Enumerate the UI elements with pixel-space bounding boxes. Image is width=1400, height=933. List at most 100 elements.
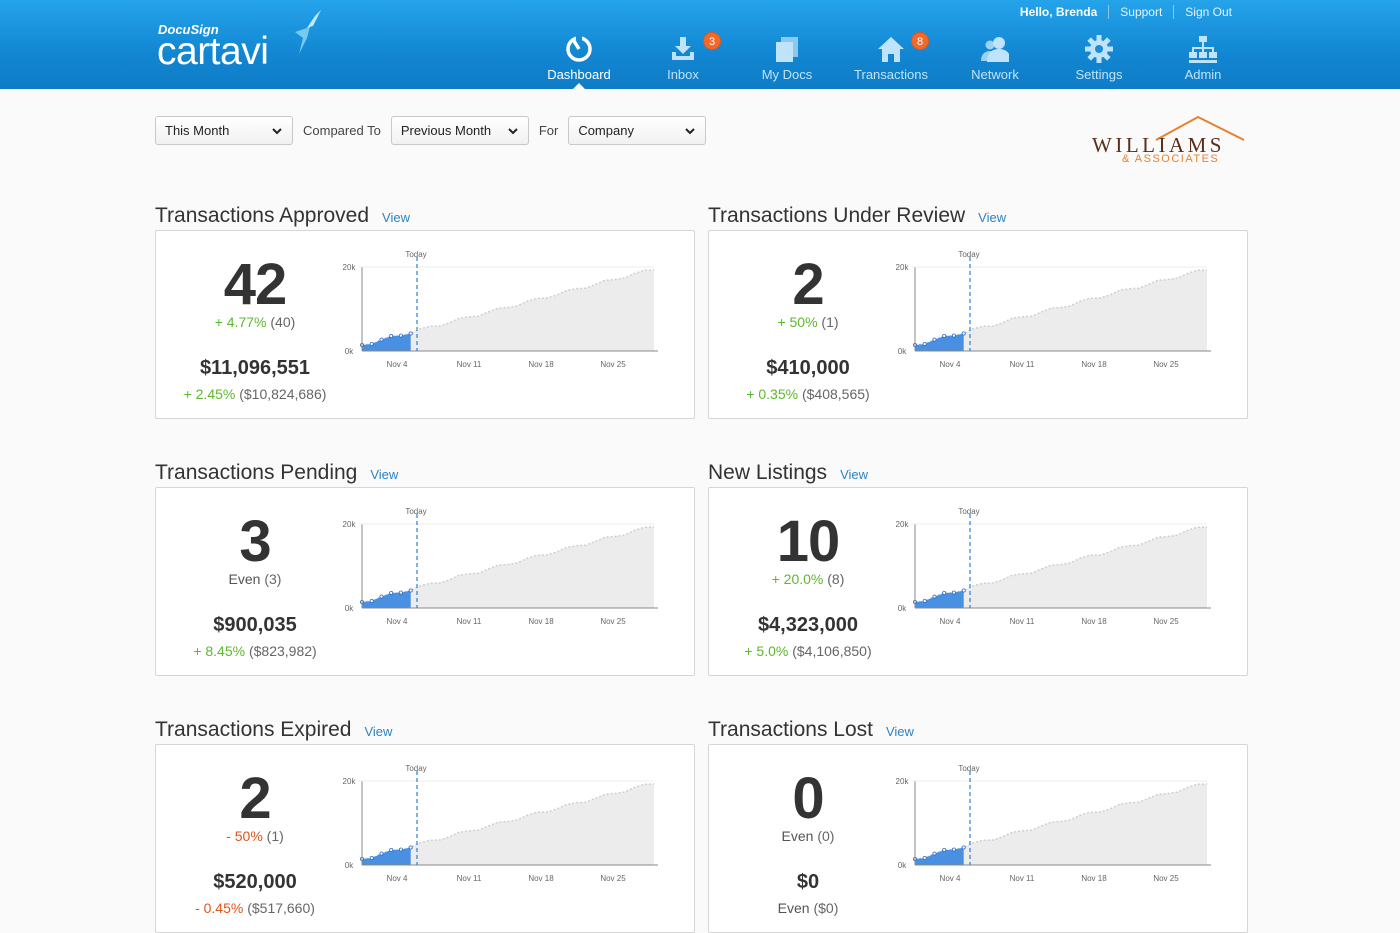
count-change: + 50% (1) <box>709 314 907 330</box>
metric-panel: Transactions Approved View 42 + 4.77% (40) $… <box>155 204 695 419</box>
today-label: Today <box>958 507 979 516</box>
view-link[interactable]: View <box>885 724 914 739</box>
actual-point <box>379 337 384 342</box>
x-tick-label: Nov 18 <box>1081 874 1107 883</box>
nav-item-label: Dashboard <box>547 67 611 82</box>
actual-point <box>389 334 394 339</box>
period-select[interactable]: This Month <box>155 116 293 145</box>
x-tick-label: Nov 11 <box>457 874 482 883</box>
amount-change-percent: Even <box>777 900 810 916</box>
actual-point <box>951 590 956 595</box>
x-tick-label: Nov 11 <box>1010 360 1035 369</box>
view-link[interactable]: View <box>364 724 393 739</box>
sign-out-link[interactable]: Sign Out <box>1185 5 1232 19</box>
count-previous: (3) <box>264 571 282 587</box>
company-logo-subtitle: & ASSOCIATES <box>1122 153 1220 165</box>
metric-amount: $520,000 <box>213 871 297 893</box>
nav-item-settings[interactable]: Settings <box>1047 28 1151 89</box>
x-tick-label: Nov 4 <box>387 874 408 883</box>
projected-area <box>915 270 1207 351</box>
actual-area <box>362 847 411 865</box>
nav-item-label: Inbox <box>667 67 699 82</box>
trend-chart: Today 20k 0k Nov 4 Nov 11 Nov 18 Nov 25 <box>343 250 658 369</box>
actual-point <box>408 331 413 336</box>
actual-point <box>389 591 394 596</box>
actual-point <box>961 845 966 850</box>
panel-title: Transactions Pending View <box>155 461 695 485</box>
filter-bar: This Month Compared To Previous Month Fo… <box>155 116 707 145</box>
metric-amount: $4,323,000 <box>757 614 859 636</box>
amount-previous: ($408,565) <box>801 386 870 402</box>
x-tick-label: Nov 25 <box>1153 360 1179 369</box>
nav-item-label: Network <box>971 67 1019 82</box>
support-link[interactable]: Support <box>1120 5 1163 19</box>
nav-item-inbox[interactable]: Inbox 3 <box>631 28 735 89</box>
chevron-down-icon <box>508 128 518 135</box>
actual-area <box>362 590 411 608</box>
trend-chart: Today 20k 0k Nov 4 Nov 11 Nov 18 Nov 25 <box>343 764 658 883</box>
actual-area <box>362 333 411 351</box>
metric-card: 2 + 50% (1) $410,000 + 0.35% ($408,565) Toda… <box>708 230 1248 419</box>
x-tick-label: Nov 18 <box>528 360 554 369</box>
amount-change: - 0.45% ($517,660) <box>156 900 354 916</box>
projected-line <box>914 783 1208 860</box>
amount-change: + 0.35% ($408,565) <box>709 386 907 402</box>
actual-point <box>951 847 956 852</box>
metric-amount: $410,000 <box>766 357 850 379</box>
cartavi-logo[interactable]: DocuSign cartavi <box>157 10 337 74</box>
count-change: Even (0) <box>709 828 907 844</box>
nav-item-dashboard[interactable]: Dashboard <box>527 28 631 89</box>
metric-count: 2 <box>792 252 824 317</box>
org-chart-icon <box>1189 36 1217 63</box>
x-tick-label: Nov 25 <box>1153 617 1179 626</box>
comparison-select[interactable]: Previous Month <box>390 116 529 145</box>
x-tick-label: Nov 11 <box>1010 617 1035 626</box>
actual-point <box>932 337 937 342</box>
actual-point <box>951 333 956 338</box>
count-change: - 50% (1) <box>156 828 354 844</box>
metric-card: 10 + 20.0% (8) $4,323,000 + 5.0% ($4,106,85… <box>708 487 1248 676</box>
metric-card: 2- 50% (1) $520,000 - 0.45% ($517,660) Toda… <box>155 744 695 933</box>
compared-to-label: Compared To <box>303 123 381 138</box>
today-label: Today <box>405 764 426 773</box>
nav-item-my-docs[interactable]: My Docs <box>735 28 839 89</box>
nav-item-label: Settings <box>1075 67 1123 82</box>
view-link[interactable]: View <box>370 467 399 482</box>
view-link[interactable]: View <box>840 467 869 482</box>
nav-item-admin[interactable]: Admin <box>1151 28 1255 89</box>
view-link[interactable]: View <box>978 210 1007 225</box>
y-tick-label: 0k <box>345 347 354 356</box>
actual-area <box>915 333 964 351</box>
top-header: DocuSign cartavi Hello, Brenda Support S… <box>0 0 1400 89</box>
nav-item-network[interactable]: Network <box>943 28 1047 89</box>
count-previous: (8) <box>827 571 845 587</box>
amount-change-percent: + 2.45% <box>183 386 236 402</box>
dashboard-icon <box>566 35 592 62</box>
panel-title: Transactions Approved View <box>155 204 695 228</box>
metric-count: 10 <box>776 509 841 574</box>
actual-point <box>942 591 947 596</box>
company-logo-name: WILLIAMS <box>1092 133 1225 157</box>
projected-line <box>914 269 1208 346</box>
x-tick-label: Nov 11 <box>457 617 482 626</box>
panel-title-text: Transactions Lost <box>708 718 873 741</box>
panel-title: New Listings View <box>708 461 1248 485</box>
y-tick-label: 0k <box>345 861 354 870</box>
actual-point <box>369 599 374 604</box>
metric-panel: Transactions Expired View 2- 50% (1) $520,0… <box>155 718 695 933</box>
scope-select-value: Company <box>578 123 634 138</box>
notification-badge: 3 <box>703 32 721 50</box>
documents-icon <box>776 37 798 62</box>
scope-select[interactable]: Company <box>568 116 707 145</box>
panel-title: Transactions Under Review View <box>708 204 1248 228</box>
y-tick-label: 0k <box>898 347 907 356</box>
nav-item-transactions[interactable]: Transactions 8 <box>839 28 943 89</box>
actual-point <box>942 848 947 853</box>
view-link[interactable]: View <box>382 210 410 225</box>
actual-point <box>922 599 927 604</box>
actual-point <box>398 333 403 338</box>
actual-area <box>915 847 964 865</box>
trend-chart: Today 20k 0k Nov 4 Nov 11 Nov 18 Nov 25 <box>896 764 1211 883</box>
projected-area <box>362 784 654 865</box>
metric-count: 0 <box>792 766 824 831</box>
